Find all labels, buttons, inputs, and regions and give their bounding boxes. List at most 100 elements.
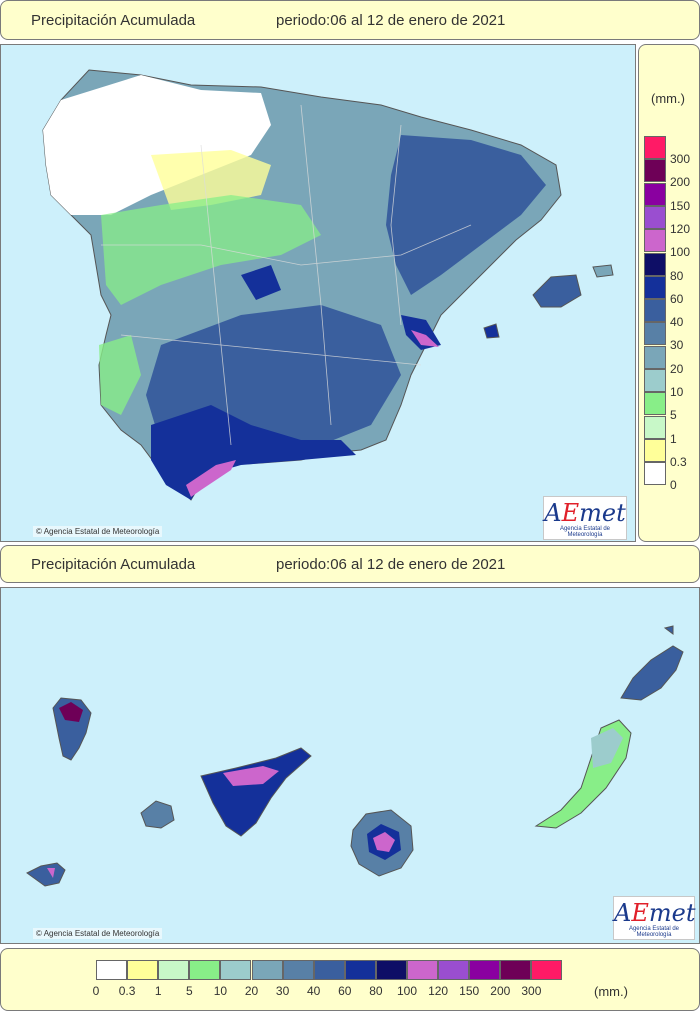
vertical-legend-swatch	[644, 252, 666, 276]
horizontal-legend-swatch	[189, 960, 221, 980]
top-map-title: Precipitación Acumulada	[31, 11, 196, 29]
copyright-icon: ©	[36, 527, 42, 536]
horizontal-legend-label: 80	[369, 984, 383, 998]
horizontal-legend-swatch	[469, 960, 501, 980]
la-gomera	[140, 800, 175, 829]
horizontal-legend-label: 200	[490, 984, 511, 998]
vertical-legend-label: 0.3	[670, 454, 687, 469]
vertical-legend-label: 5	[670, 408, 677, 423]
canary-credit-text: Agencia Estatal de Meteorología	[43, 929, 160, 938]
horizontal-legend-label: 100	[396, 984, 418, 998]
vertical-legend-swatch	[644, 415, 666, 439]
canary-credit: © Agencia Estatal de Meteorología	[33, 928, 163, 939]
horizontal-legend-swatch	[438, 960, 470, 980]
top-map-period: periodo:06 al 12 de enero de 2021	[276, 11, 506, 29]
horizontal-legend-label: 120	[428, 984, 449, 998]
vertical-legend-swatch	[644, 205, 666, 229]
vertical-legend-label: 120	[670, 221, 691, 236]
lanzarote	[620, 645, 684, 701]
blue-northeast	[386, 135, 546, 295]
horizontal-legend-swatch	[282, 960, 314, 980]
fuerteventura-mid	[591, 728, 623, 768]
vertical-legend-label: 300	[670, 152, 691, 166]
vertical-legend-swatch	[644, 369, 666, 392]
vertical-legend-swatch	[644, 275, 666, 299]
vertical-legend-swatch	[644, 322, 666, 346]
tenerife	[200, 747, 312, 837]
horizontal-legend-swatch	[500, 960, 532, 980]
horizontal-legend-label: 5	[185, 984, 193, 998]
horizontal-legend-label: 0.3	[118, 984, 136, 998]
vertical-legend-swatch	[644, 438, 666, 462]
vertical-legend-swatch	[644, 299, 666, 323]
vertical-legend-swatch	[644, 462, 666, 486]
canary-islands-graphic	[26, 625, 684, 887]
el-hierro	[26, 862, 66, 887]
horizontal-legend-swatch	[375, 960, 407, 980]
madrid-blue	[241, 265, 281, 300]
horizontal-legend-unit: (mm.)	[594, 984, 628, 999]
pink-malaga	[186, 460, 236, 497]
vertical-legend-label: 200	[670, 175, 691, 190]
vertical-legend-label: 10	[670, 385, 684, 399]
horizontal-legend-label: 1	[154, 984, 162, 998]
vertical-legend-label: 100	[670, 245, 691, 260]
horizontal-legend-label: 20	[244, 984, 259, 998]
vertical-legend-swatch	[644, 136, 666, 159]
el-hierro-peak	[47, 868, 55, 878]
horizontal-legend-swatch	[96, 960, 128, 980]
province-borders	[101, 104, 472, 446]
light-green-zone	[101, 195, 321, 305]
bottom-map-title: Precipitación Acumulada	[31, 555, 196, 573]
green-west	[99, 335, 141, 415]
gran-canaria-peak	[373, 832, 395, 852]
pink-valencia	[411, 330, 439, 347]
vertical-legend-swatch	[644, 345, 666, 369]
light-yellow-zone	[151, 150, 271, 210]
peninsula-map-graphic	[42, 69, 614, 501]
vertical-legend-label: 150	[670, 198, 691, 213]
horizontal-legend-label: 150	[459, 984, 480, 998]
bottom-title-bar: Precipitación Acumulada periodo:06 al 12…	[0, 545, 700, 583]
menorca	[592, 264, 614, 278]
vertical-legend-label: 20	[670, 361, 684, 376]
vertical-legend-swatch	[644, 392, 666, 416]
horizontal-legend-swatch	[158, 960, 190, 980]
vertical-legend-label: 60	[670, 291, 684, 306]
peninsula-credit: © Agencia Estatal de Meteorología	[33, 526, 163, 537]
top-title-bar: Precipitación Acumulada periodo:06 al 12…	[0, 0, 700, 40]
vertical-legend-label: 0	[670, 478, 677, 493]
horizontal-legend-swatch	[313, 960, 345, 980]
canary-aemet-logo: AEmet Agencia Estatal de Meteorología	[613, 896, 695, 940]
tenerife-peak	[223, 766, 279, 786]
ibiza	[483, 323, 500, 339]
vertical-legend-unit: (mm.)	[651, 91, 685, 106]
bottom-map-period: periodo:06 al 12 de enero de 2021	[276, 555, 506, 573]
peninsula-credit-text: Agencia Estatal de Meteorología	[43, 527, 160, 536]
peninsula-map: © Agencia Estatal de Meteorología AEmet …	[0, 44, 636, 542]
canary-islands-map: © Agencia Estatal de Meteorología AEmet …	[0, 587, 700, 944]
horizontal-legend-label: 30	[275, 984, 290, 998]
vertical-legend-swatch	[644, 229, 666, 253]
peninsula-aemet-logo: AEmet Agencia Estatal de Meteorología	[543, 496, 627, 540]
graciosa	[663, 625, 674, 635]
mallorca	[532, 274, 582, 308]
horizontal-legend-label: 10	[213, 984, 228, 998]
horizontal-legend-swatch	[220, 960, 252, 980]
horizontal-legend-label: 300	[521, 984, 542, 998]
dry-northwest-zone	[43, 75, 271, 215]
horizontal-legend-swatch	[251, 960, 283, 980]
vertical-legend-swatch	[644, 159, 666, 183]
vertical-legend-label: 80	[670, 268, 684, 283]
horizontal-legend-label: 0	[92, 984, 100, 998]
horizontal-legend-swatch	[531, 960, 563, 980]
horizontal-legend-swatch	[407, 960, 439, 980]
vertical-legend-label: 30	[670, 338, 684, 353]
horizontal-legend-label: 40	[307, 984, 321, 998]
copyright-icon-2: ©	[36, 929, 42, 938]
vertical-legend-label: 40	[670, 315, 684, 330]
horizontal-legend-swatch	[344, 960, 376, 980]
vertical-legend-swatch	[644, 182, 666, 206]
horizontal-legend-swatch	[127, 960, 159, 980]
vertical-legend-label: 1	[670, 431, 677, 446]
